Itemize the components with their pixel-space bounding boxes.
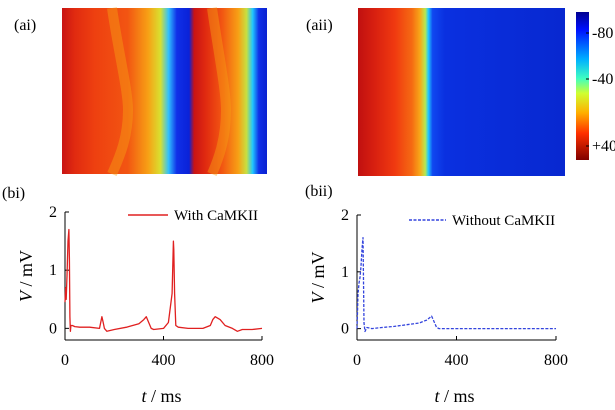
colorbar-tick-label: -40 [592,71,613,88]
y-tick-label: 2 [341,207,349,224]
legend-label: Without CaMKII [452,213,555,229]
x-tick-label: 400 [445,352,469,369]
colorbar-ticks [586,32,589,147]
heatmap-ai-wavefront-1 [107,7,134,176]
panel-label-aii: (aii) [306,17,333,34]
panel-label-ai: (ai) [14,17,36,34]
y-tick-label: 0 [49,320,57,337]
x-axis-label-var: t [434,386,440,406]
series-line [356,237,556,333]
x-axis-label-var: t [141,386,147,406]
line-chart-without-camkii: 0 1 2 0 400 800 V / mV t / ms Without CaMKII [308,207,568,406]
colorbar [576,12,589,160]
x-tick-label: 800 [544,352,568,369]
x-axis-label: t / ms [141,386,181,406]
colorbar-tick-label: +40 [592,138,615,155]
x-tick-label: 0 [61,352,69,369]
heatmap-aii [358,8,565,176]
x-axis-label: t / ms [434,386,474,406]
colorbar-tick-label: -80 [592,25,613,42]
x-tick-label: 0 [353,352,361,369]
y-axis-label-var: V [308,291,328,304]
legend-label: With CaMKII [174,208,258,224]
y-axis-label: V / mV [308,251,328,303]
x-tick-label: 400 [152,352,176,369]
y-tick-label: 1 [341,264,349,281]
x-axis-label-unit: / ms [147,386,182,406]
y-tick-label: 1 [49,262,57,279]
heatmap-ai [62,8,267,174]
series-line [64,228,263,332]
y-axis-label-unit: / mV [308,251,328,292]
y-tick-label: 2 [49,204,57,221]
heatmap-ai-wavefront-2 [207,7,232,176]
x-tick-label: 800 [250,352,274,369]
panel-label-bi: (bi) [2,185,25,202]
y-tick-label: 0 [341,321,349,338]
panel-label-bii: (bii) [305,183,333,200]
y-axis-label-var: V [16,289,36,302]
y-axis-label: V / mV [16,250,36,302]
y-axis-label-unit: / mV [16,250,36,291]
line-chart-with-camkii: 0 1 2 0 400 800 V / mV t / ms With CaMKII [16,204,274,406]
x-axis-label-unit: / ms [440,386,475,406]
